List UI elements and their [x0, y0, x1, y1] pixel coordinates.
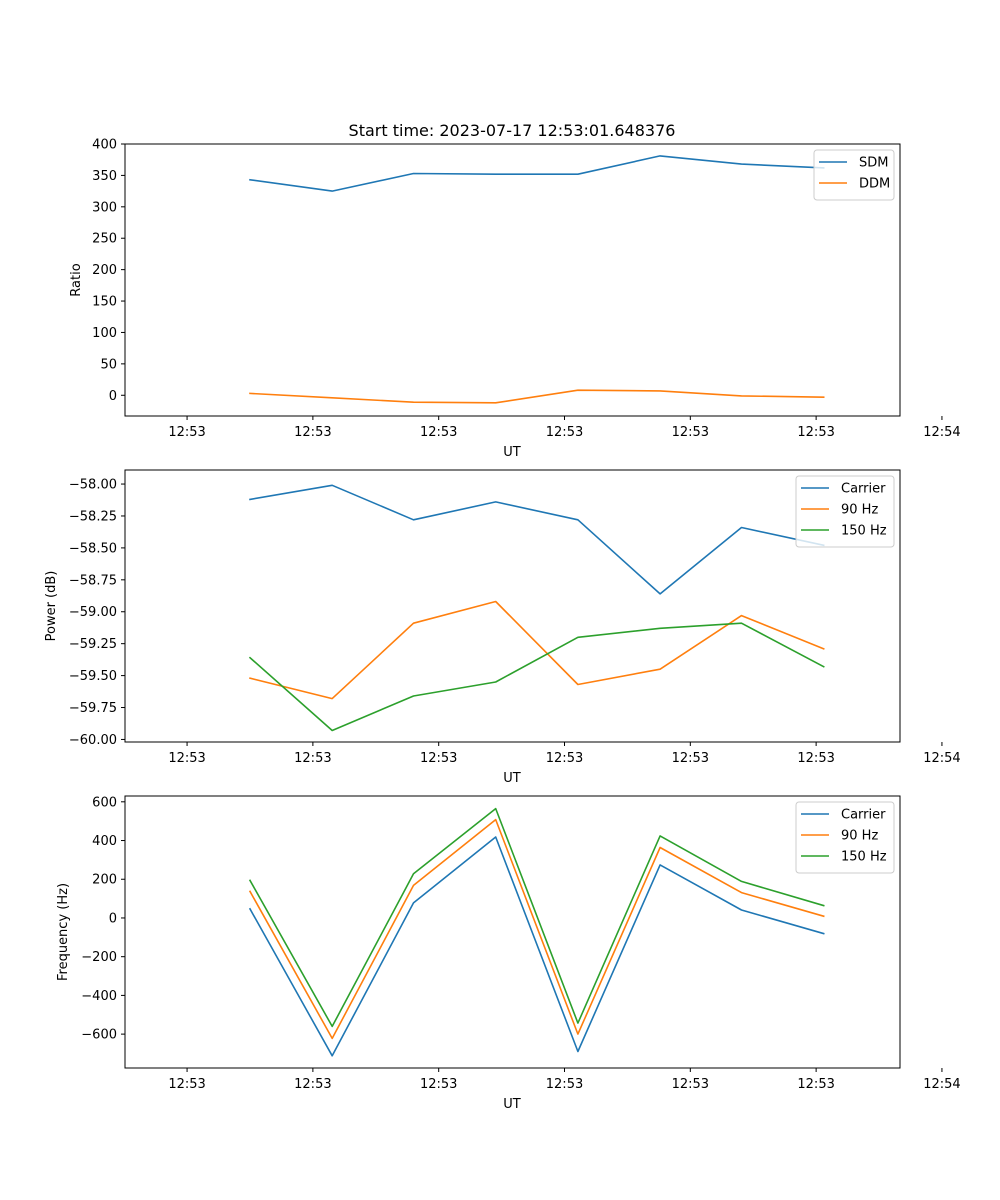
power-legend-label: Carrier — [841, 482, 886, 497]
frequency-panel: UT Frequency (Hz) Carrier 90 Hz 150 Hz 12:… — [56, 795, 961, 1112]
power-plot-area — [248, 484, 825, 732]
ratio-y-tick-label: 50 — [100, 357, 117, 372]
frequency-legend-label: 150 Hz — [841, 850, 887, 865]
power-series-carrier-line — [249, 484, 825, 595]
ratio-plot-area — [249, 155, 825, 404]
power-y-tick-label: −60.00 — [69, 733, 117, 748]
ratio-y-tick-label: 0 — [109, 389, 117, 404]
ratio-y-tick-label: 200 — [92, 263, 117, 278]
ratio-y-axis-label: Ratio — [69, 263, 84, 296]
frequency-y-tick-label: 0 — [109, 911, 117, 926]
power-x-axis-label: UT — [503, 771, 521, 786]
power-y-tick-label: −59.75 — [69, 701, 117, 716]
frequency-x-axis-label: UT — [503, 1097, 521, 1112]
power-y-tick-label: −58.50 — [69, 541, 117, 556]
power-x-tick-label: 12:53 — [546, 751, 583, 766]
power-x-tick-label: 12:53 — [168, 751, 205, 766]
frequency-x-tick-label: 12:53 — [546, 1077, 583, 1092]
ratio-axes-frame — [124, 143, 901, 417]
power-legend-label: 90 Hz — [841, 503, 878, 518]
ratio-x-axis-label: UT — [503, 445, 521, 460]
frequency-y-tick-label: −400 — [81, 989, 117, 1004]
frequency-y-tick-label: 400 — [92, 834, 117, 849]
frequency-axes-frame — [124, 795, 901, 1069]
ratio-legend-label: SDM — [859, 156, 888, 171]
ratio-x-tick-label: 12:54 — [923, 425, 960, 440]
ratio-x-tick-label: 12:53 — [797, 425, 834, 440]
ratio-y-tick-label: 300 — [92, 200, 117, 215]
chart-title: Start time: 2023-07-17 12:53:01.648376 — [349, 121, 676, 140]
ratio-y-tick-label: 100 — [92, 326, 117, 341]
frequency-series-carrier-line — [248, 836, 825, 1057]
frequency-legend: Carrier 90 Hz 150 Hz — [795, 801, 895, 874]
frequency-x-tick-label: 12:53 — [168, 1077, 205, 1092]
power-y-tick-label: −58.75 — [69, 573, 117, 588]
power-axes-frame — [124, 469, 901, 743]
frequency-x-tick-label: 12:53 — [420, 1077, 457, 1092]
power-x-tick-label: 12:53 — [797, 751, 834, 766]
power-series-150-hz-line — [248, 622, 825, 732]
power-y-tick-label: −58.25 — [69, 509, 117, 524]
power-x-tick-label: 12:53 — [294, 751, 331, 766]
ratio-series-ddm-line — [249, 389, 825, 404]
power-y-tick-label: −59.25 — [69, 637, 117, 652]
frequency-series-150-hz-line — [248, 807, 825, 1028]
power-legend: Carrier 90 Hz 150 Hz — [795, 475, 895, 548]
ratio-series-sdm-line — [249, 155, 825, 192]
ratio-x-tick-label: 12:53 — [672, 425, 709, 440]
power-y-axis-label: Power (dB) — [44, 571, 59, 642]
ratio-y-tick-label: 250 — [92, 232, 117, 247]
frequency-x-tick-label: 12:54 — [923, 1077, 960, 1092]
ratio-x-tick-label: 12:53 — [294, 425, 331, 440]
ratio-x-tick-label: 12:53 — [420, 425, 457, 440]
frequency-y-tick-label: 600 — [92, 795, 117, 810]
ratio-y-tick-label: 150 — [92, 295, 117, 310]
frequency-x-tick-label: 12:53 — [294, 1077, 331, 1092]
frequency-legend-label: Carrier — [841, 808, 886, 823]
frequency-y-tick-label: 200 — [92, 873, 117, 888]
power-y-tick-label: −59.50 — [69, 669, 117, 684]
frequency-x-tick-label: 12:53 — [797, 1077, 834, 1092]
frequency-legend-label: 90 Hz — [841, 829, 878, 844]
power-x-tick-label: 12:53 — [420, 751, 457, 766]
power-y-tick-label: −59.00 — [69, 605, 117, 620]
power-y-tick-label: −58.00 — [69, 478, 117, 493]
ratio-legend-label: DDM — [859, 177, 890, 192]
frequency-series-90-hz-line — [248, 818, 825, 1040]
power-x-tick-label: 12:54 — [923, 751, 960, 766]
ratio-y-tick-label: 350 — [92, 169, 117, 184]
ratio-legend: SDM DDM — [813, 149, 895, 201]
power-panel: UT Power (dB) Carrier 90 Hz 150 Hz 12:53 12… — [44, 469, 961, 786]
power-legend-label: 150 Hz — [841, 524, 887, 539]
frequency-y-tick-label: −600 — [81, 1028, 117, 1043]
ratio-panel: Start time: 2023-07-17 12:53:01.648376 U… — [69, 121, 961, 460]
frequency-y-axis-label: Frequency (Hz) — [56, 883, 71, 981]
ratio-y-tick-label: 400 — [92, 138, 117, 153]
ratio-x-tick-label: 12:53 — [168, 425, 205, 440]
frequency-plot-area — [248, 807, 825, 1057]
power-x-tick-label: 12:53 — [672, 751, 709, 766]
ratio-x-tick-label: 12:53 — [546, 425, 583, 440]
frequency-x-tick-label: 12:53 — [672, 1077, 709, 1092]
frequency-y-tick-label: −200 — [81, 950, 117, 965]
